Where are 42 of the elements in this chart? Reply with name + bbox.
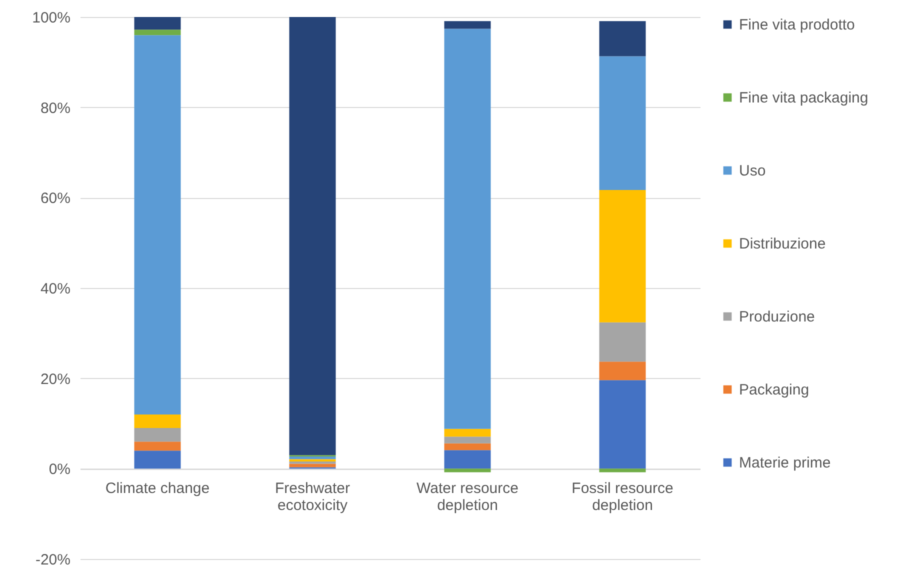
legend-label: Packaging (739, 382, 810, 398)
bar (134, 414, 181, 428)
y-tick-label: 0% (48, 461, 70, 478)
bar (599, 56, 646, 190)
legend-label: Uso (739, 162, 766, 180)
bar (599, 21, 646, 56)
x-tick-label: Freshwater ecotoxicity (274, 480, 350, 514)
y-tick-label: 60% (40, 190, 70, 208)
bar (444, 468, 491, 472)
bar (599, 362, 646, 380)
x-tick-label: Fossil resource depletion (572, 480, 674, 514)
legend-label: Fine vita packaging (739, 90, 868, 106)
y-tick-label: 40% (40, 280, 70, 298)
y-tick-label: -20% (35, 552, 70, 568)
x-tick-label: Climate change (105, 480, 210, 498)
y-tick-label: 80% (40, 100, 70, 117)
bar (289, 464, 336, 468)
y-tick-label: 100% (32, 10, 70, 26)
bar (134, 428, 181, 442)
bar (289, 17, 336, 456)
bar (599, 190, 646, 322)
bar (134, 17, 181, 30)
bar (444, 28, 491, 429)
bar (444, 21, 491, 29)
legend-label: Produzione (739, 308, 815, 326)
bar (134, 35, 181, 414)
bar (599, 322, 646, 362)
bar (599, 380, 646, 469)
bar (134, 450, 181, 469)
legend-label: Materie prime (739, 454, 831, 472)
legend-label: Distribuzione (739, 236, 826, 252)
bar (444, 428, 491, 437)
x-tick-label: Water resource depletion (416, 480, 518, 514)
bar (444, 450, 491, 469)
bar (599, 468, 646, 472)
bar (134, 30, 181, 36)
bar (444, 436, 491, 444)
bar (444, 443, 491, 450)
bar (134, 442, 181, 451)
bar (289, 456, 336, 460)
legend-label: Fine vita prodotto (739, 16, 855, 34)
y-tick-label: 20% (40, 370, 70, 388)
